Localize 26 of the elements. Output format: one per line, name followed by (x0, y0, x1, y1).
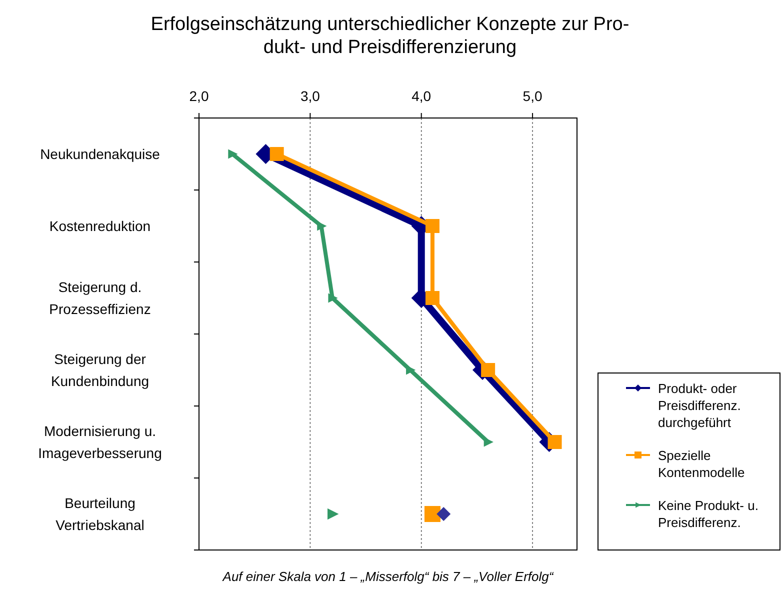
y-tick-label: Kostenreduktion (49, 218, 151, 234)
legend-label: Produkt- oder Preisdifferenz. durchgeführt (658, 381, 741, 430)
point (436, 507, 451, 521)
x-tick-label: 2,0 (189, 88, 209, 104)
y-tick-label: Modernisierung u. Imageverbesserung (38, 423, 162, 461)
point (328, 508, 339, 520)
legend-label: Spezielle Kontenmodelle (658, 448, 745, 480)
y-tick-label: Steigerung d. Prozesseffizienz (49, 279, 151, 317)
point (548, 435, 562, 449)
point (328, 293, 338, 303)
y-tick-label: Neukundenakquise (40, 146, 160, 162)
point (424, 506, 440, 522)
point (270, 147, 284, 161)
chart-title: Erfolgseinschätzung unterschiedlicher Konzepte zur Pro- dukt- und Preisdifferenzierung (150, 14, 630, 58)
point (425, 291, 440, 305)
y-tick-label: Steigerung der Kundenbindung (50, 351, 150, 389)
x-tick-label: 4,0 (412, 88, 432, 104)
point (425, 219, 440, 233)
point (481, 363, 496, 377)
text: Auf einer Skala von 1 – „Misserfolg“ bis 7 – „Voller Erfolg“ (222, 569, 554, 584)
point (317, 221, 327, 231)
x-tick-label: 3,0 (300, 88, 320, 104)
legend-label: Keine Produkt- u. Preisdifferenz. (658, 498, 758, 530)
point (228, 149, 238, 159)
x-tick-label: 5,0 (522, 88, 542, 104)
y-tick-label: Beurteilung Vertriebskanal (56, 495, 144, 533)
